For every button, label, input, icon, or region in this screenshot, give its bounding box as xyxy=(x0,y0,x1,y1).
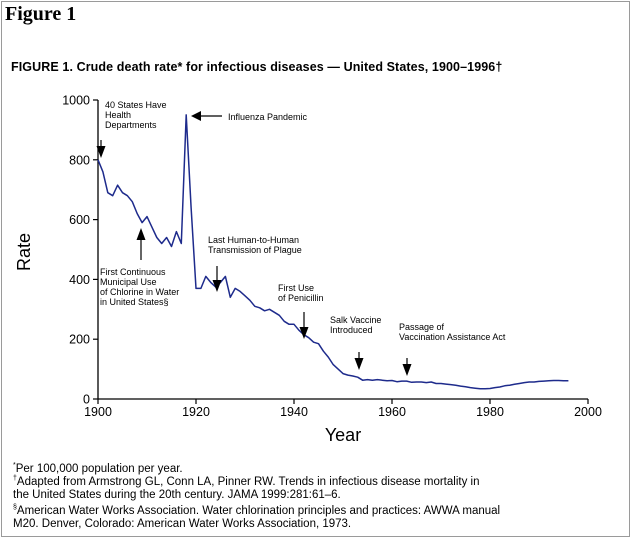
annotation: Influenza Pandemic xyxy=(191,111,308,122)
annotation-arrow-head xyxy=(136,228,146,240)
x-tick-label: 1980 xyxy=(476,405,504,419)
annotation-text: 40 States Have xyxy=(105,100,167,110)
y-tick-label: 800 xyxy=(69,153,90,167)
y-tick-label: 0 xyxy=(83,393,90,407)
x-tick-label: 1940 xyxy=(280,405,308,419)
annotation-text: in United States§ xyxy=(100,297,169,307)
footnote-text: American Water Works Association. Water … xyxy=(16,504,501,517)
footnote-mark: § xyxy=(13,504,17,511)
y-tick-label: 400 xyxy=(69,273,90,287)
footnote-text: Adapted from Armstrong GL, Conn LA, Pinn… xyxy=(16,475,480,488)
annotation-text: Health xyxy=(105,110,131,120)
series-layer xyxy=(97,114,569,390)
annotation-text: First Continuous xyxy=(100,267,166,277)
x-tick-label: 1920 xyxy=(182,405,210,419)
annotation-text: Vaccination Assistance Act xyxy=(399,332,506,342)
annotation-text: of Penicillin xyxy=(278,293,324,303)
annotation-arrow-head xyxy=(191,111,201,121)
chart-title: FIGURE 1. Crude death rate* for infectio… xyxy=(11,60,503,74)
annotation-text: Municipal Use xyxy=(100,277,157,287)
annotation-text: Passage of xyxy=(399,322,445,332)
y-tick-label: 600 xyxy=(69,213,90,227)
footnote-mark: † xyxy=(13,475,17,482)
annotation-text: Last Human-to-Human xyxy=(208,235,299,245)
footnote-per-population: *Per 100,000 population per year. xyxy=(13,459,183,476)
footnote-mark: * xyxy=(13,462,16,469)
x-tick-label: 1900 xyxy=(84,405,112,419)
footnote-text: the United States during the 20th centur… xyxy=(13,488,341,501)
annotation-text: First Use xyxy=(278,283,314,293)
annotation-arrow-head xyxy=(402,364,412,376)
annotation-text: Influenza Pandemic xyxy=(228,112,308,122)
annotation-text: Transmission of Plague xyxy=(208,245,302,255)
x-axis-label: Year xyxy=(325,425,361,445)
y-tick-label: 200 xyxy=(69,333,90,347)
annotation-arrow-head xyxy=(96,146,106,158)
annotation-text: Salk Vaccine xyxy=(330,315,381,325)
annotation-text: of Chlorine in Water xyxy=(100,287,179,297)
y-tick-label: 1000 xyxy=(62,94,90,108)
series-line xyxy=(97,114,569,390)
annotation-text: Introduced xyxy=(330,325,373,335)
x-tick-label: 2000 xyxy=(574,405,602,419)
annotation-arrow-head xyxy=(299,327,309,339)
x-tick-label: 1960 xyxy=(378,405,406,419)
annotation-text: Departments xyxy=(105,120,157,130)
footnote-text: Per 100,000 population per year. xyxy=(15,462,183,475)
footnote-chlorination: §American Water Works Association. Water… xyxy=(13,501,500,531)
axes xyxy=(93,99,589,404)
annotation-arrow-head xyxy=(354,358,364,370)
y-axis-label: Rate xyxy=(14,233,34,271)
tick-labels: 1900 1920 1940 1960 1980 2000 0 200 400 600 800 100… xyxy=(62,94,602,420)
footnote-text: M20. Denver, Colorado: American Water Wo… xyxy=(13,517,352,530)
figure-label: Figure 1 xyxy=(5,3,77,25)
footnote-source: †Adapted from Armstrong GL, Conn LA, Pin… xyxy=(13,472,479,502)
annotation-arrow-head xyxy=(212,280,222,292)
